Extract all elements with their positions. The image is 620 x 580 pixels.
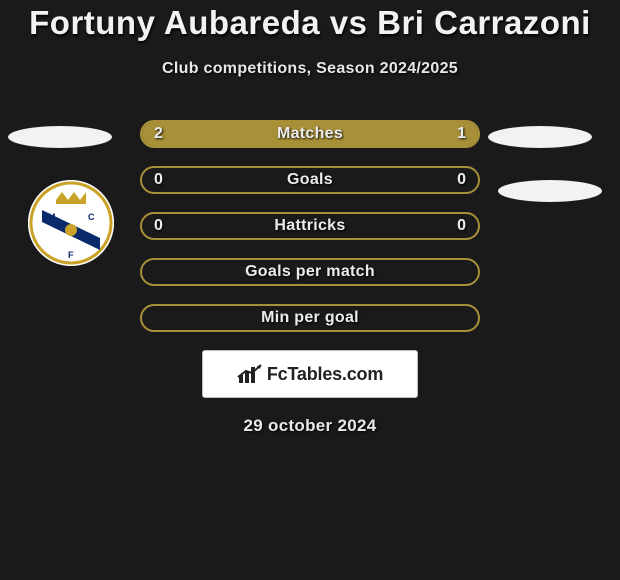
stat-value-left: 0 <box>154 214 163 238</box>
club-crest-left: M C F <box>28 180 114 266</box>
svg-text:M: M <box>48 212 56 222</box>
stats-container: Matches21Goals00Hattricks00Goals per mat… <box>140 120 480 332</box>
stat-label: Min per goal <box>142 306 478 330</box>
stat-label: Goals <box>142 168 478 192</box>
player-photo-placeholder-right-2 <box>498 180 602 202</box>
stat-row: Min per goal <box>140 304 480 332</box>
generated-date: 29 october 2024 <box>0 416 620 436</box>
bar-chart-icon <box>237 363 263 385</box>
stat-fill-left <box>142 122 366 146</box>
stat-value-right: 0 <box>457 168 466 192</box>
svg-text:C: C <box>88 212 95 222</box>
stat-label: Goals per match <box>142 260 478 284</box>
stat-value-right: 1 <box>457 122 466 146</box>
brand-logo-box: FcTables.com <box>202 350 418 398</box>
stat-label: Hattricks <box>142 214 478 238</box>
stat-value-right: 0 <box>457 214 466 238</box>
stat-row: Hattricks0 0 <box>140 212 480 240</box>
page-subtitle: Club competitions, Season 2024/2025 <box>0 60 620 78</box>
crest-icon: M C F <box>28 180 114 266</box>
brand-text: FcTables.com <box>267 364 383 385</box>
player-photo-placeholder-left <box>8 126 112 148</box>
comparison-infographic: Fortuny Aubareda vs Bri Carrazoni Club c… <box>0 0 620 580</box>
stat-row: Goals0 0 <box>140 166 480 194</box>
stat-value-left: 2 <box>154 122 163 146</box>
stat-row: Goals per match <box>140 258 480 286</box>
svg-text:F: F <box>68 250 74 260</box>
stat-value-left: 0 <box>154 168 163 192</box>
player-photo-placeholder-right-1 <box>488 126 592 148</box>
stat-row: Matches21 <box>140 120 480 148</box>
page-title: Fortuny Aubareda vs Bri Carrazoni <box>0 4 620 42</box>
